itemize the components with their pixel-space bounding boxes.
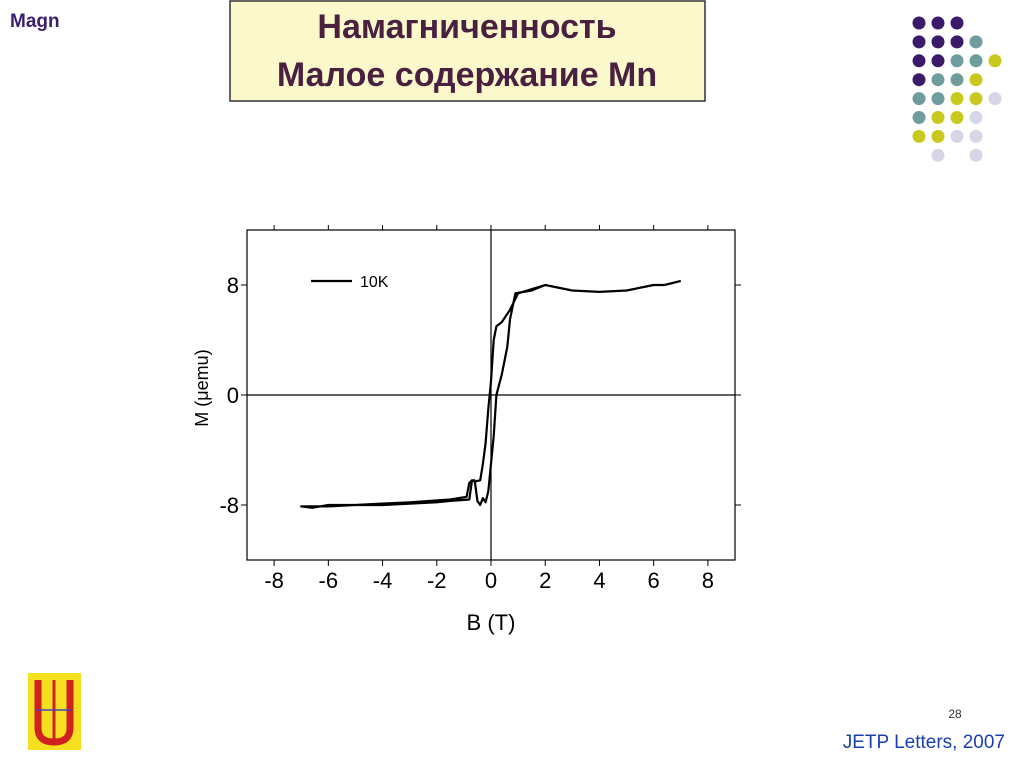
dot [988,54,1002,68]
dot [931,73,945,87]
x-tick-label: -6 [319,568,339,593]
dot [931,92,945,106]
corner-label: Magn [10,11,60,32]
dot [912,111,926,124]
dot [912,73,926,87]
legend-label: 10K [360,274,389,291]
dot [912,35,926,49]
data-line [300,279,682,509]
dot [912,92,926,106]
y-axis-label: M (μemu) [192,349,212,426]
dot [969,35,983,49]
chart: -8 -6 -4 -2 0 2 4 6 8 -8 0 8 B (T) M (μemu) 10K [192,225,741,635]
dot [931,16,945,30]
x-tick-label: -4 [373,568,393,593]
dot [931,111,945,124]
dot [950,129,964,143]
dot [988,92,1002,106]
logo [28,673,81,750]
dot [950,92,964,106]
dot [931,54,945,68]
title: Малое содержание Mn [277,56,657,94]
title: Намагниченность [317,8,616,46]
dot [931,148,945,162]
x-tick-label: 4 [593,568,605,593]
dot [931,35,945,49]
x-tick-label: 8 [702,568,714,593]
dot [912,54,926,68]
dot [969,148,983,162]
dot [950,54,964,68]
dot [931,129,945,143]
dot [912,16,926,30]
x-tick-label: -8 [264,568,284,593]
dot [969,111,983,124]
y-tick-label: 0 [227,383,239,408]
x-tick-label: -2 [427,568,447,593]
dot [912,129,926,143]
y-tick-label: -8 [219,493,239,518]
x-tick-label: 0 [485,568,497,593]
dot [950,111,964,124]
dot [969,73,983,87]
page-number: 28 [948,707,962,721]
x-axis-label: B (T) [467,610,516,635]
dot [950,16,964,30]
decoration-dots [912,16,1002,162]
x-tick-label: 6 [648,568,660,593]
x-tick-label: 2 [539,568,551,593]
dot [969,54,983,68]
dot [969,129,983,143]
y-tick-label: 8 [227,273,239,298]
title-box [229,0,706,102]
dot [969,92,983,106]
dot [950,35,964,49]
dot [950,73,964,87]
source: JETP Letters, 2007 [843,732,1005,753]
